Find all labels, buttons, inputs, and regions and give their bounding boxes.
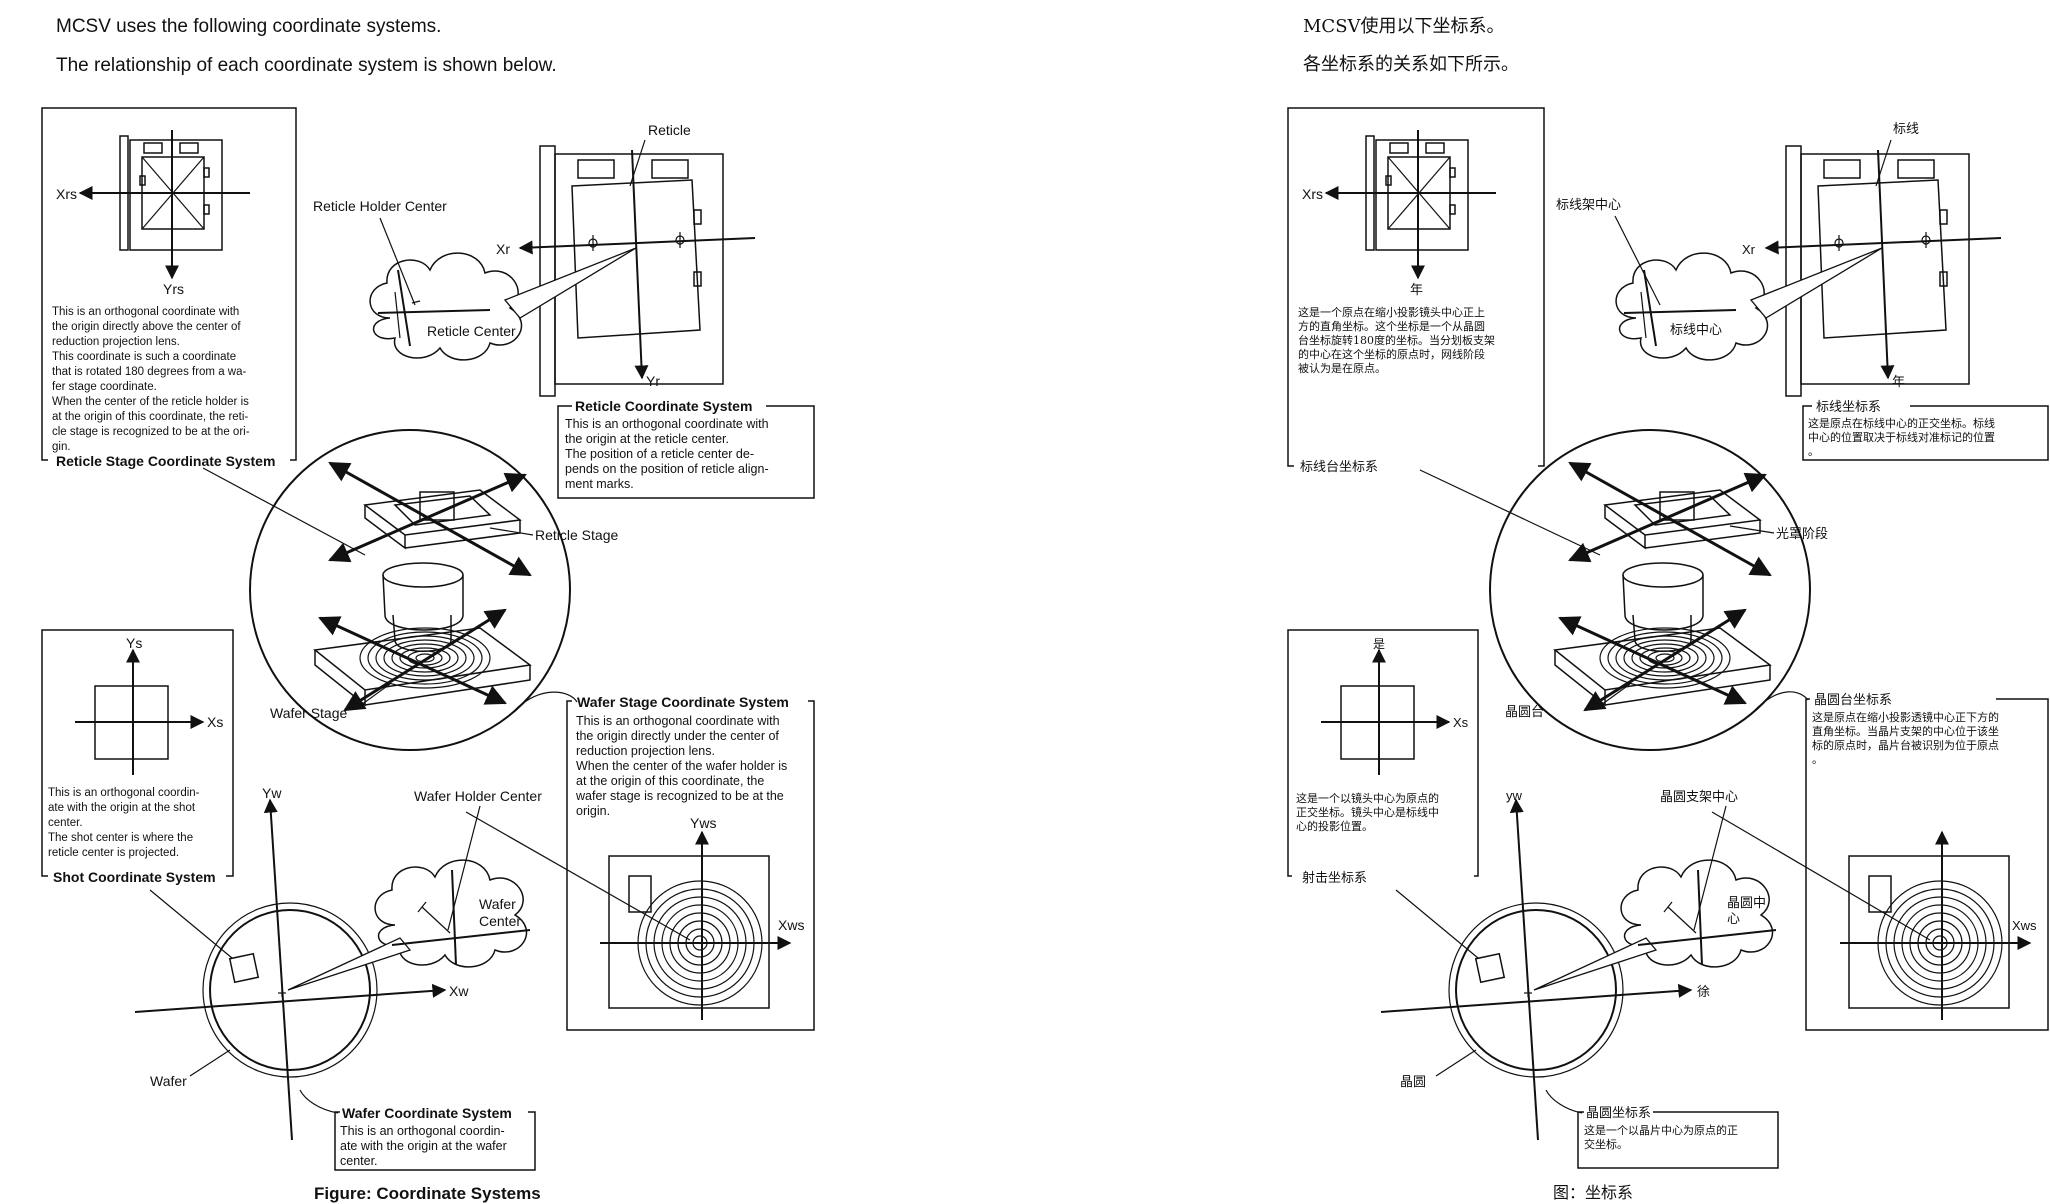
shot-cs-box: Ys Xs This is an orthogonal coordin- ate… bbox=[41, 629, 234, 885]
wafer-cs-title-cn: 晶圆坐标系 bbox=[1586, 1106, 1651, 1121]
xws-label: Xws bbox=[778, 917, 804, 933]
wafer-cs-box-cn: 晶圆坐标系 这是一个以晶片中心为原点的正 交坐标。 bbox=[1545, 1089, 1779, 1169]
shot-cs-title-cn: 射击坐标系 bbox=[1302, 870, 1367, 886]
figure-caption-cn: 图：坐标系 bbox=[1553, 1183, 1633, 1202]
reticle-cs-box: Reticle Coordinate System This is an ort… bbox=[557, 398, 815, 499]
reticle-drawing-cn: 标线 Xr 年 bbox=[1742, 122, 2002, 397]
shot-cs-title: Shot Coordinate System bbox=[53, 869, 216, 885]
wafer-drawing: Yw Xw Wafer bbox=[134, 785, 469, 1141]
ys-label: Ys bbox=[126, 635, 142, 651]
wafer-center-label-2: Center bbox=[479, 913, 521, 929]
reticle-label: Reticle bbox=[648, 122, 691, 138]
reticle-holder-center-cloud-cn: 标线架中心 标线中心 bbox=[1556, 198, 1883, 361]
reticle-stage-cs-title: Reticle Stage Coordinate System bbox=[56, 453, 275, 469]
xw-label-cn: 徐 bbox=[1697, 985, 1710, 1000]
wafer-cs-title: Wafer Coordinate System bbox=[342, 1105, 512, 1121]
yrs-label-cn: 年 bbox=[1410, 283, 1423, 298]
stepper-circle: Reticle Stage Wafer Stage bbox=[249, 429, 618, 751]
reticle-cs-text-cn: 这是原点在标线中心的正交坐标。标线 中心的位置取决于标线对准标记的位置 。 bbox=[1808, 416, 1999, 458]
xr-label: Xr bbox=[496, 241, 510, 257]
reticle-cs-text: This is an orthogonal coordinate with th… bbox=[565, 417, 772, 491]
wafer-holder-center-label-cn: 晶圆支架中心 bbox=[1660, 790, 1738, 805]
leader-line-cn bbox=[1419, 469, 1601, 556]
wafer-drawing-cn: yw 徐 晶圆 bbox=[1380, 788, 1710, 1141]
intro-line-1-cn: MCSV使用以下坐标系。 bbox=[1303, 16, 1505, 37]
yws-label: Yws bbox=[690, 815, 716, 831]
xs-label-cn: Xs bbox=[1453, 715, 1469, 730]
wafer-stage-cs-box-cn: 晶圆台坐标系 这是原点在缩小投影透镜中心正下方的 直角坐标。当晶片支架的中心位于… bbox=[1711, 691, 2049, 1031]
xrs-label-cn: Xrs bbox=[1302, 186, 1323, 202]
wafer-holder-center-cloud: Wafer Center Wafer Holder Center bbox=[287, 788, 542, 991]
stepper-circle-cn: 光罩阶段 晶圆台 bbox=[1489, 429, 1828, 751]
wafer-label: Wafer bbox=[150, 1073, 187, 1089]
wafer-center-label-1: Wafer bbox=[479, 896, 516, 912]
shot-cs-text-cn: 这是一个以镜头中心为原点的 正交坐标。镜头中心是标线中 心的投影位置。 bbox=[1296, 791, 1443, 833]
wafer-cs-text: This is an orthogonal coordin- ate with … bbox=[340, 1124, 510, 1168]
yrs-label: Yrs bbox=[163, 281, 184, 297]
chinese-panel: MCSV使用以下坐标系。 各坐标系的关系如下所示。 Xrs 年 这是一个原点在缩… bbox=[1287, 16, 2049, 1202]
intro-line-2: The relationship of each coordinate syst… bbox=[56, 55, 557, 76]
reticle-stage-label-cn: 光罩阶段 bbox=[1776, 527, 1828, 542]
english-panel: MCSV uses the following coordinate syste… bbox=[41, 16, 815, 1203]
shot-cs-box-cn: 是 Xs 这是一个以镜头中心为原点的 正交坐标。镜头中心是标线中 心的投影位置。… bbox=[1287, 629, 1479, 886]
wafer-holder-center-label: Wafer Holder Center bbox=[414, 788, 542, 804]
xrs-label: Xrs bbox=[56, 186, 77, 202]
reticle-stage-coordinate-box-cn: Xrs 年 这是一个原点在缩小投影镜头中心正上 方的直角坐标。这个坐标是一个从晶… bbox=[1287, 107, 1545, 475]
xs-label: Xs bbox=[207, 714, 223, 730]
wafer-stage-cs-box: Wafer Stage Coordinate System This is an… bbox=[465, 691, 815, 1031]
yr-label-cn: 年 bbox=[1892, 375, 1905, 390]
intro-line-1: MCSV uses the following coordinate syste… bbox=[56, 16, 441, 37]
xw-label: Xw bbox=[449, 983, 469, 999]
figure-caption: Figure: Coordinate Systems bbox=[314, 1184, 541, 1203]
reticle-stage-cs-text-cn: 这是一个原点在缩小投影镜头中心正上 方的直角坐标。这个坐标是一个从晶圆 台坐标旋… bbox=[1298, 305, 1499, 375]
leader-line bbox=[202, 467, 366, 556]
xr-label-cn: Xr bbox=[1742, 242, 1756, 257]
reticle-stage-label: Reticle Stage bbox=[535, 527, 618, 543]
reticle-label-cn: 标线 bbox=[1893, 122, 1919, 137]
reticle-cs-title: Reticle Coordinate System bbox=[575, 398, 752, 414]
reticle-holder-center-label: Reticle Holder Center bbox=[313, 198, 447, 214]
wafer-stage-label-cn: 晶圆台 bbox=[1505, 705, 1544, 720]
intro-line-2-cn: 各坐标系的关系如下所示。 bbox=[1303, 54, 1519, 75]
wafer-label-cn: 晶圆 bbox=[1400, 1075, 1426, 1090]
wafer-stage-cs-text: This is an orthogonal coordinate with th… bbox=[575, 714, 791, 818]
reticle-cs-box-cn: 标线坐标系 这是原点在标线中心的正交坐标。标线 中心的位置取决于标线对准标记的位… bbox=[1802, 400, 2049, 461]
wafer-stage-cs-text-cn: 这是原点在缩小投影透镜中心正下方的 直角坐标。当晶片支架的中心位于该坐 标的原点… bbox=[1812, 710, 2003, 766]
wafer-center-label-2-cn: 心 bbox=[1727, 912, 1740, 927]
wafer-cs-text-cn: 这是一个以晶片中心为原点的正 交坐标。 bbox=[1584, 1123, 1742, 1151]
wafer-holder-center-cloud-cn: 晶圆中 心 晶圆支架中心 bbox=[1533, 790, 1777, 991]
wafer-stage-cs-title-cn: 晶圆台坐标系 bbox=[1814, 693, 1892, 708]
reticle-center-label: Reticle Center bbox=[427, 323, 516, 339]
reticle-stage-cs-text: This is an orthogonal coordinate with th… bbox=[52, 306, 253, 453]
reticle-stage-coordinate-box: Xrs Yrs This is an orthogonal coordinate… bbox=[41, 107, 297, 469]
reticle-stage-cs-title-cn: 标线台坐标系 bbox=[1300, 460, 1378, 475]
xws-label-cn: Xws bbox=[2012, 918, 2037, 933]
shot-cs-text: This is an orthogonal coordin- ate with … bbox=[48, 787, 203, 859]
ys-label-cn: 是 bbox=[1373, 637, 1385, 651]
wafer-cs-box: Wafer Coordinate System This is an ortho… bbox=[299, 1089, 536, 1171]
reticle-drawing: Reticle Xr Yr bbox=[496, 122, 756, 397]
yr-label: Yr bbox=[646, 373, 660, 389]
wafer-stage-label: Wafer Stage bbox=[270, 705, 348, 721]
reticle-cs-title-cn: 标线坐标系 bbox=[1816, 400, 1881, 415]
yw-label-cn: yw bbox=[1506, 788, 1523, 803]
reticle-holder-center-cloud: Reticle Holder Center Reticle Center bbox=[313, 198, 637, 361]
reticle-holder-center-label-cn: 标线架中心 bbox=[1556, 198, 1621, 213]
yw-label: Yw bbox=[262, 785, 282, 801]
reticle-center-label-cn: 标线中心 bbox=[1670, 323, 1722, 338]
wafer-stage-cs-title: Wafer Stage Coordinate System bbox=[577, 694, 789, 710]
wafer-center-label-1-cn: 晶圆中 bbox=[1727, 896, 1766, 911]
